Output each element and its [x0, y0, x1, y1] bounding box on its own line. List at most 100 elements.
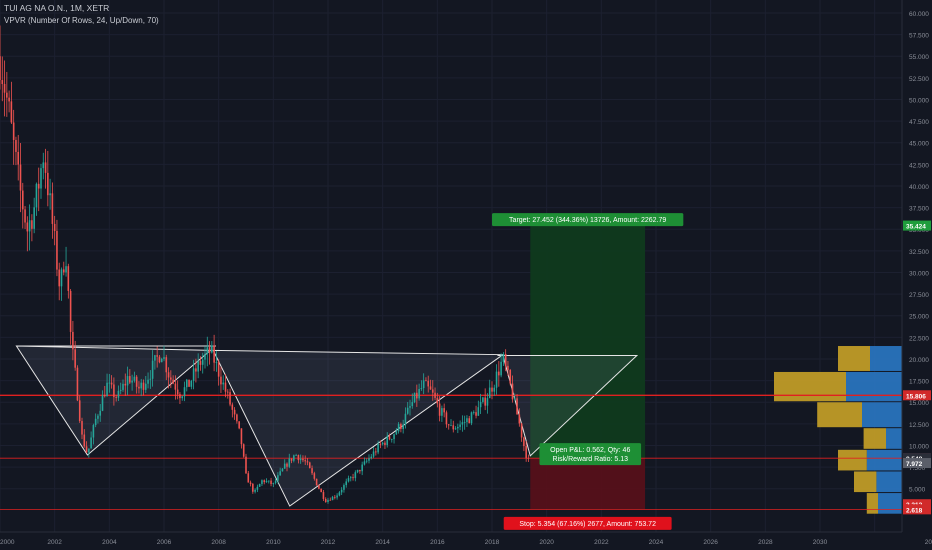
- candle-body: [154, 355, 156, 361]
- candle-body: [308, 462, 311, 469]
- candle-body: [124, 383, 127, 386]
- candle-body: [0, 56, 1, 81]
- x-tick-label: 2030: [813, 539, 828, 546]
- candle-body: [452, 425, 455, 430]
- candle-body: [245, 456, 247, 474]
- candle-body: [504, 354, 507, 366]
- candle-body: [220, 376, 222, 385]
- candle-body: [119, 389, 122, 391]
- candle-body: [306, 461, 309, 463]
- y-tick-label: 7.500: [909, 465, 926, 472]
- candle-body: [422, 380, 425, 389]
- candle-body: [183, 387, 186, 397]
- x-tick-label: 2002: [47, 539, 62, 546]
- candle-body: [509, 370, 512, 384]
- candle-body: [206, 347, 209, 354]
- candle-body: [315, 478, 318, 486]
- y-tick-label: 45.000: [909, 141, 929, 148]
- vp-bar-up: [863, 428, 886, 449]
- candle-body: [404, 413, 407, 425]
- y-tick-label: 5.000: [909, 487, 926, 494]
- candle-body: [231, 404, 234, 410]
- x-tick-label: 2024: [649, 539, 664, 546]
- candle-body: [397, 424, 400, 432]
- candle-body: [491, 387, 493, 392]
- candle-body: [144, 383, 147, 390]
- candle-body: [286, 463, 288, 467]
- price-tag-label: 35.424: [906, 224, 926, 231]
- candle-body: [83, 434, 86, 447]
- vp-bar-up: [817, 402, 862, 428]
- candle-body: [518, 414, 521, 424]
- candle-body: [459, 424, 461, 427]
- vp-bar-down: [846, 371, 902, 402]
- candle-body: [138, 386, 140, 389]
- candle-body: [24, 209, 26, 223]
- candle-body: [37, 183, 40, 189]
- candle-body: [222, 382, 225, 385]
- candle-body: [395, 431, 398, 435]
- candle-body: [28, 220, 31, 232]
- candle-body: [165, 357, 168, 373]
- candle-body: [402, 424, 404, 430]
- candle-body: [101, 395, 104, 411]
- target-label: Target: 27.452 (344.36%) 13726, Amount: …: [509, 217, 666, 224]
- candle-body: [69, 290, 72, 332]
- candle-body: [217, 362, 220, 377]
- candle-body: [197, 361, 199, 372]
- candle-body: [179, 394, 181, 399]
- candle-body: [381, 442, 384, 445]
- price-tag: [903, 220, 931, 231]
- candle-body: [475, 412, 477, 416]
- candle-body: [17, 151, 20, 165]
- candle-body: [10, 101, 13, 123]
- candle-body: [502, 354, 505, 362]
- candle-body: [133, 376, 136, 381]
- price-tag-label: 7.972: [906, 461, 923, 468]
- y-tick-label: 55.000: [909, 54, 929, 61]
- candle-body: [233, 409, 236, 415]
- candle-body: [304, 460, 307, 462]
- vp-bar-up: [774, 371, 846, 402]
- candle-body: [507, 365, 509, 371]
- candle-body: [438, 403, 441, 416]
- candle-body: [256, 486, 259, 490]
- candle-body: [372, 451, 375, 457]
- candle-body: [94, 418, 97, 426]
- stop-label: Stop: 5.354 (67.16%) 2677, Amount: 753.7…: [519, 521, 656, 528]
- candle-body: [470, 412, 473, 424]
- candle-body: [81, 421, 83, 435]
- candle-body: [386, 436, 389, 445]
- candle-body: [270, 480, 272, 484]
- candle-body: [140, 382, 143, 389]
- candle-body: [158, 356, 161, 363]
- pattern-triangle: [212, 349, 505, 507]
- candle-body: [92, 425, 95, 438]
- candle-body: [336, 495, 338, 498]
- candle-body: [224, 382, 227, 392]
- candle-body: [356, 469, 359, 473]
- candle-body: [511, 383, 514, 400]
- candle-body: [252, 483, 254, 492]
- x-tick-label: 2008: [211, 539, 226, 546]
- symbol-title[interactable]: TUI AG NA O.N., 1M, XETR: [4, 3, 110, 13]
- candle-body: [185, 379, 188, 388]
- candle-body: [190, 380, 193, 387]
- candle-body: [363, 461, 366, 465]
- candle-body: [242, 444, 245, 457]
- indicator-title[interactable]: VPVR (Number Of Rows, 24, Up/Down, 70): [4, 16, 159, 25]
- candle-body: [192, 368, 195, 381]
- y-tick-label: 57.500: [909, 33, 929, 40]
- price-tag: [903, 504, 931, 515]
- stop-label-box: [503, 516, 672, 530]
- candle-body: [1, 80, 4, 84]
- target-zone: [530, 225, 646, 459]
- candle-body: [8, 97, 10, 102]
- candle-body: [384, 442, 386, 445]
- candle-body: [368, 458, 370, 461]
- candle-body: [149, 378, 152, 380]
- candle-body: [21, 190, 24, 210]
- candle-body: [525, 446, 527, 458]
